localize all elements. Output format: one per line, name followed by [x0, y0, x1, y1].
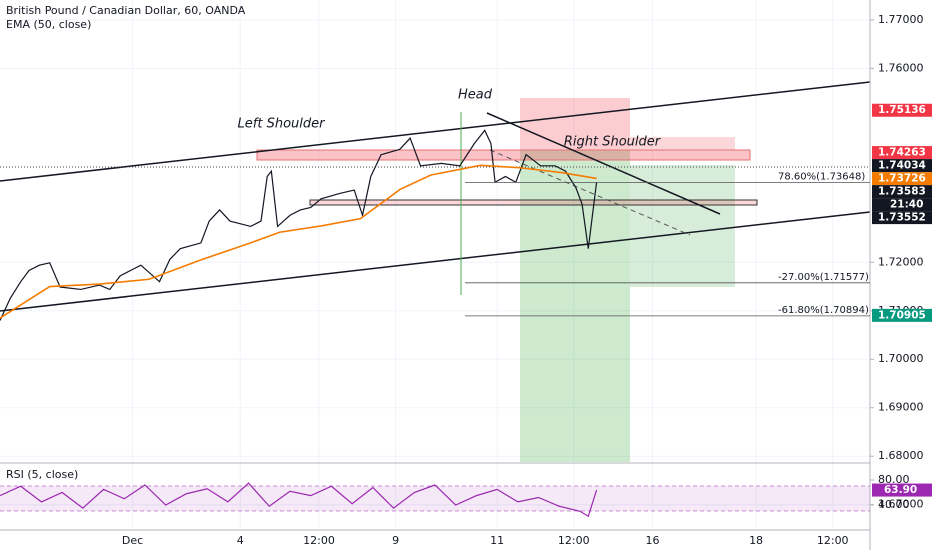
price-label-box	[872, 185, 932, 199]
y-tick-label: 40.00	[878, 498, 910, 511]
price-label: 1.74034	[878, 160, 926, 172]
annotation: Head	[458, 88, 493, 103]
x-tick-label: 12:00	[817, 534, 849, 547]
y-tick-label: 1.70000	[878, 352, 924, 365]
price-label-box	[872, 159, 932, 173]
grid	[0, 0, 870, 530]
rsi-title: RSI (5, close)	[6, 468, 78, 481]
y-tick-label: 1.68000	[878, 449, 924, 462]
price-label-box	[872, 103, 932, 117]
x-tick-label: 4	[237, 534, 244, 547]
stop-zone	[630, 137, 735, 150]
channel-line	[0, 81, 871, 182]
y-tick-label: 1.77000	[878, 13, 924, 26]
series-line	[0, 164, 597, 319]
neckline	[486, 112, 721, 215]
fib-label: 78.60%(1.73648)	[778, 171, 865, 182]
stop-zone	[520, 98, 630, 150]
y-tick-label: 1.72000	[878, 255, 924, 268]
y-tick-label: 1.76000	[878, 61, 924, 74]
series-line	[0, 129, 598, 321]
price-label-box	[872, 172, 932, 186]
chart-title: British Pound / Canadian Dollar, 60, OAN…	[6, 4, 246, 17]
y-tick-label: 1.67000	[878, 498, 924, 511]
price-label: 63.90	[884, 484, 917, 496]
price-label: 1.73726	[878, 173, 926, 185]
price-label: 1.75136	[878, 104, 926, 116]
annotation: Left Shoulder	[238, 117, 327, 132]
series-line	[0, 482, 598, 518]
x-tick-label: Dec	[122, 534, 143, 547]
y-tick-label: 80.00	[878, 473, 910, 486]
price-label: 1.70905	[878, 309, 926, 321]
indicator-label: EMA (50, close)	[6, 18, 91, 31]
x-tick-label: 16	[646, 534, 660, 547]
resistance-zone	[256, 149, 751, 161]
price-label-box	[872, 308, 932, 322]
target-zone	[520, 150, 630, 462]
countdown-box	[872, 198, 932, 212]
support-zone	[309, 199, 758, 206]
projection	[489, 149, 691, 236]
price-label: 1.73583	[878, 186, 926, 198]
rsi-band	[0, 486, 870, 511]
x-tick-label: 11	[490, 534, 504, 547]
x-tick-label: 18	[749, 534, 763, 547]
x-tick-label: 12:00	[558, 534, 590, 547]
price-label-box	[872, 146, 932, 160]
countdown: 21:40	[890, 199, 923, 211]
price-label-box	[872, 211, 932, 225]
fib-label: -61.80%(1.70894)	[778, 305, 869, 316]
price-label: 1.74263	[878, 147, 926, 159]
x-tick-label: 12:00	[303, 534, 335, 547]
channel-line	[0, 211, 871, 312]
y-tick-label: 1.69000	[878, 401, 924, 414]
price-label-box	[872, 483, 932, 497]
x-tick-label: 9	[392, 534, 399, 547]
fib-label: -27.00%(1.71577)	[778, 272, 869, 283]
annotation: Right Shoulder	[564, 135, 662, 150]
target-zone	[630, 165, 735, 287]
price-label: 1.73552	[878, 212, 926, 224]
